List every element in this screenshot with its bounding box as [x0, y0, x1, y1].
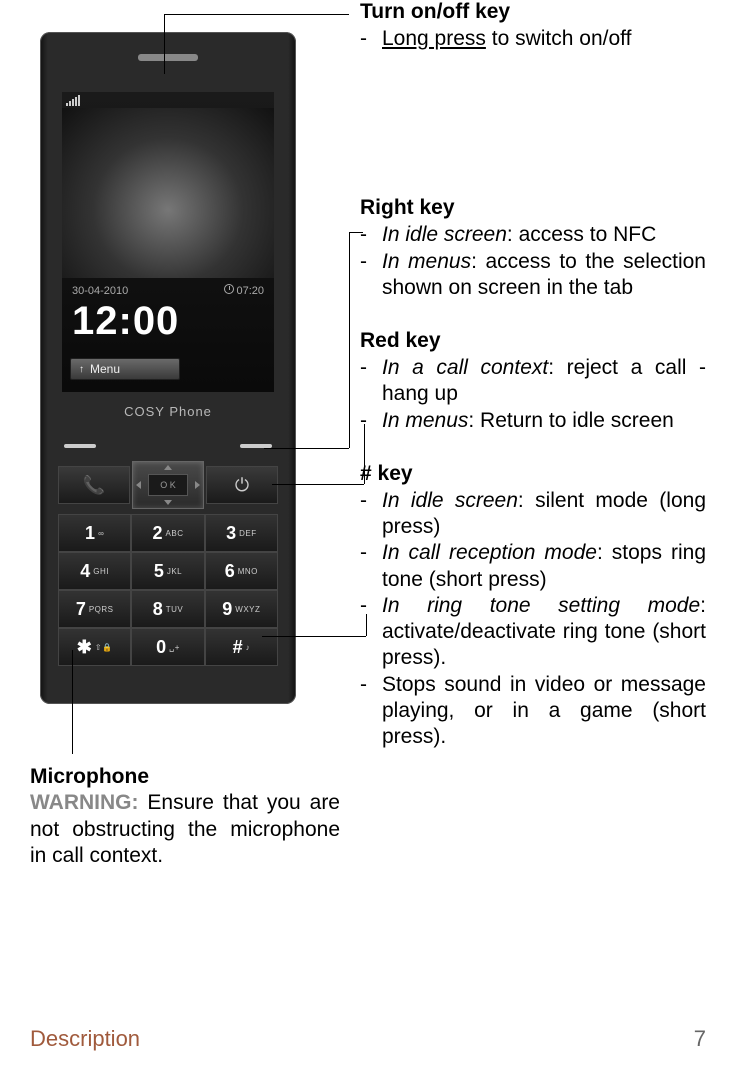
callout-line — [272, 484, 364, 485]
wallpaper — [62, 108, 274, 278]
left-softkey — [64, 444, 96, 448]
key-3: 3DEF — [205, 514, 278, 552]
section-title: # key — [360, 462, 706, 486]
bullet-text: In a call context: reject a call - hang … — [382, 355, 706, 408]
earpiece — [138, 54, 198, 61]
section-title: Red key — [360, 329, 706, 353]
bullet-text: In idle screen: access to NFC — [382, 222, 706, 248]
phone-illustration: 30-04-2010 07:20 12:00 ↑Menu COSY Phone … — [40, 32, 296, 704]
footer-page: 7 — [694, 1026, 706, 1052]
key-5: 5JKL — [131, 552, 204, 590]
red-key-section: Red key -In a call context: reject a cal… — [360, 329, 706, 434]
callout-line — [366, 614, 367, 636]
screen-date: 30-04-2010 — [72, 285, 128, 297]
key-0: 0␣+ — [131, 628, 204, 666]
key-6: 6MNO — [205, 552, 278, 590]
callout-line — [164, 14, 349, 15]
mic-warning-label: WARNING: — [30, 791, 139, 814]
section-title: Right key — [360, 196, 706, 220]
dpad: O K — [132, 461, 204, 509]
bullet-text: Stops sound in video or message playing,… — [382, 672, 706, 751]
clock-icon — [224, 284, 234, 294]
menu-softkey: ↑Menu — [70, 358, 180, 380]
power-section: Turn on/off key -Long press to switch on… — [360, 0, 706, 52]
right-key-section: Right key -In idle screen: access to NFC… — [360, 196, 706, 301]
screen-bigtime: 12:00 — [62, 299, 274, 344]
bullet-text: In call reception mode: stops ring tone … — [382, 540, 706, 593]
callout-line — [364, 424, 365, 484]
page-footer: Description 7 — [30, 1026, 706, 1052]
bullet-text: Long press to switch on/off — [382, 26, 706, 52]
phone-screen: 30-04-2010 07:20 12:00 ↑Menu — [62, 92, 274, 392]
bullet-text: In ring tone setting mode: activate/deac… — [382, 593, 706, 672]
key-9: 9WXYZ — [205, 590, 278, 628]
key-4: 4GHI — [58, 552, 131, 590]
key-✱: ✱⇧🔒 — [58, 628, 131, 666]
hash-key-section: # key -In idle screen: silent mode (long… — [360, 462, 706, 751]
phone-brand: COSY Phone — [40, 404, 296, 419]
key-#: #♪ — [205, 628, 278, 666]
footer-desc: Description — [30, 1026, 140, 1052]
callout-line — [349, 232, 350, 448]
call-key: 📞 — [58, 466, 130, 504]
bullet-text: In menus: Return to idle screen — [382, 408, 706, 434]
key-7: 7PQRS — [58, 590, 131, 628]
keypad: 1∞2ABC3DEF 4GHI5JKL6MNO 7PQRS8TUV9WXYZ ✱⇧🔒0… — [58, 514, 278, 666]
callout-line — [349, 232, 363, 233]
callout-line — [72, 650, 73, 754]
key-8: 8TUV — [131, 590, 204, 628]
callout-line — [264, 448, 349, 449]
ok-key: O K — [148, 474, 188, 496]
signal-icon — [66, 94, 80, 106]
screen-clock: 07:20 — [224, 284, 264, 297]
microphone-section: Microphone WARNING: Ensure that you are … — [30, 764, 340, 869]
mic-title: Microphone — [30, 765, 149, 788]
end-key: ⏻ — [206, 466, 278, 504]
bullet-text: In menus: access to the selection shown … — [382, 249, 706, 302]
callout-line — [262, 636, 366, 637]
key-1: 1∞ — [58, 514, 131, 552]
section-title: Turn on/off key — [360, 0, 706, 24]
bullet-text: In idle screen: silent mode (long press) — [382, 488, 706, 541]
key-2: 2ABC — [131, 514, 204, 552]
callout-line — [164, 14, 165, 74]
